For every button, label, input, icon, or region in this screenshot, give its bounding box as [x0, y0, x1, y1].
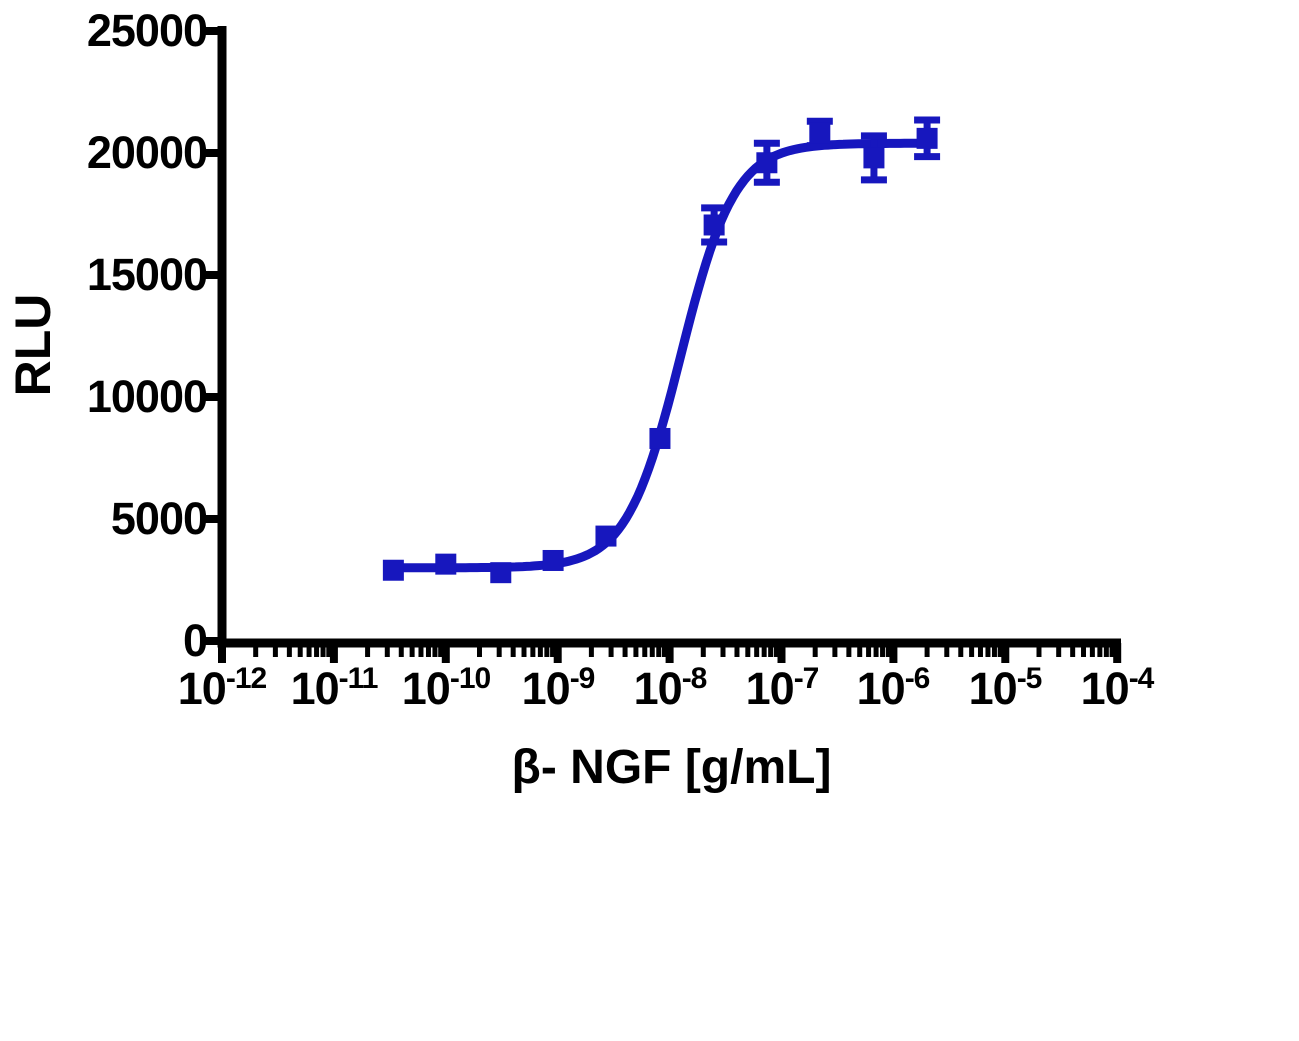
x-tick-base: 10: [856, 663, 906, 714]
x-tick-base: 10: [633, 663, 683, 714]
y-axis-title: RLU: [5, 293, 61, 397]
data-point-square: [542, 549, 564, 571]
x-tick-exponent: -12: [225, 662, 267, 695]
x-tick-label: 10-9: [473, 662, 643, 720]
x-tick-exponent: -4: [1128, 662, 1155, 695]
x-axis-title: β- NGF [g/mL]: [511, 741, 832, 794]
data-point-square: [595, 525, 617, 547]
x-tick-label: 10-11: [249, 662, 419, 720]
x-tick-label: 10-4: [1032, 662, 1202, 720]
data-point-square: [863, 147, 885, 169]
y-tick-label: 10000: [86, 371, 208, 422]
x-tick-base: 10: [401, 663, 451, 714]
x-tick-exponent: -10: [449, 662, 491, 695]
x-tick-exponent: -5: [1016, 662, 1043, 695]
x-tick-exponent: -8: [681, 662, 708, 695]
x-tick-label: 10-8: [585, 662, 755, 720]
sigmoid-fit-curve: [388, 138, 932, 573]
data-points: [382, 122, 938, 584]
x-tick-label: 10-5: [920, 662, 1090, 720]
y-tick-label: 20000: [86, 127, 208, 178]
x-tick-exponent: -9: [569, 662, 596, 695]
x-tick-base: 10: [177, 663, 227, 714]
x-tick-label: 10-7: [697, 662, 867, 720]
data-point-square: [916, 127, 938, 149]
data-point-square: [490, 562, 512, 584]
x-tick-label: 10-10: [361, 662, 531, 720]
y-tick-label: 15000: [86, 249, 208, 300]
axis-lines: [217, 26, 1121, 648]
data-point-square: [435, 553, 457, 575]
x-tick-exponent: -7: [793, 662, 820, 695]
x-tick-label: 10-12: [137, 662, 307, 720]
y-tick-label: 25000: [86, 5, 208, 56]
y-tick-label: 5000: [110, 493, 208, 544]
fit-curve: [388, 138, 932, 573]
x-tick-exponent: -6: [904, 662, 931, 695]
data-point-square: [756, 152, 778, 174]
x-tick-label: 10-6: [808, 662, 978, 720]
data-point-square: [649, 427, 671, 449]
data-point-square: [809, 122, 831, 144]
y-tick-label: 0: [182, 615, 208, 666]
data-point-square: [703, 214, 725, 236]
x-tick-base: 10: [1080, 663, 1130, 714]
x-tick-base: 10: [745, 663, 795, 714]
axes: [201, 26, 1122, 663]
x-tick-base: 10: [290, 663, 340, 714]
x-tick-base: 10: [521, 663, 571, 714]
x-tick-base: 10: [968, 663, 1018, 714]
x-tick-exponent: -11: [338, 662, 379, 695]
data-point-square: [382, 559, 404, 581]
